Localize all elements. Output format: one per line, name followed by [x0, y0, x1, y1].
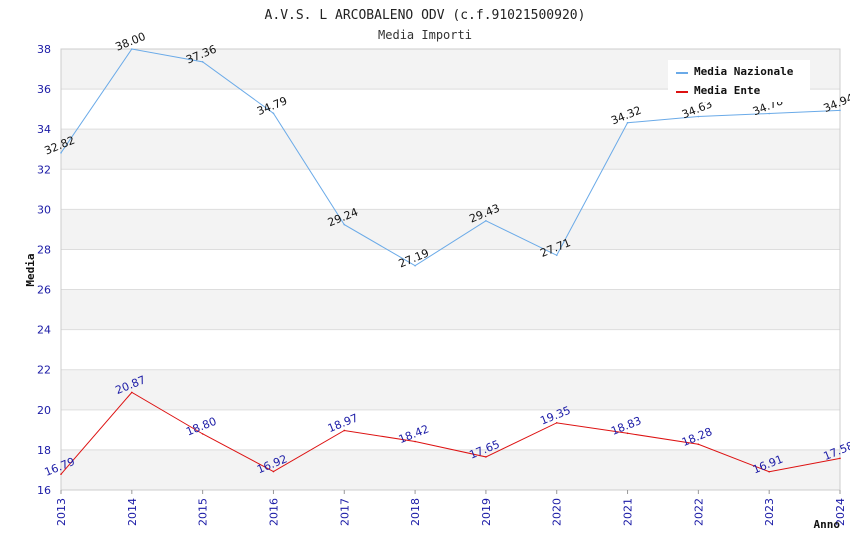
plot-band — [61, 449, 840, 490]
y-tick-label: 24 — [37, 324, 51, 337]
plot-frame — [60, 48, 841, 491]
data-point — [697, 443, 700, 446]
data-point — [60, 152, 62, 154]
chart-title: A.V.S. L ARCOBALENO ODV (c.f.91021500920… — [265, 8, 586, 23]
plot-band — [61, 129, 840, 170]
legend-label-media-ente: Media Ente — [694, 84, 761, 97]
data-point — [768, 470, 770, 473]
y-tick-label: 20 — [37, 404, 51, 417]
x-tick-label: 2013 — [55, 498, 68, 526]
data-point — [697, 115, 700, 118]
x-tick-label: 2016 — [267, 498, 280, 526]
y-tick-label: 18 — [37, 444, 51, 457]
data-point — [768, 112, 770, 115]
data-point — [201, 433, 204, 435]
data-point — [626, 121, 629, 124]
x-tick-label: 2024 — [834, 498, 847, 526]
y-tick-label: 26 — [37, 284, 51, 297]
data-point — [626, 432, 629, 435]
y-tick-label: 30 — [37, 203, 51, 216]
y-tick-label: 36 — [37, 83, 51, 96]
data-point — [272, 112, 275, 115]
data-point — [485, 456, 487, 458]
data-point — [201, 61, 204, 63]
data-point — [485, 219, 487, 222]
x-axis-ticks: 2013 2014 2015 2016 2017 2018 2019 2020 2021 2022… — [55, 490, 847, 526]
plot-band — [61, 409, 840, 450]
y-axis-ticks: 16 18 20 22 24 26 28 30 32 34 36 38 — [37, 43, 51, 497]
series-line-media-nazionale — [60, 48, 841, 267]
plot-band — [61, 169, 840, 210]
x-tick-label: 2020 — [551, 498, 564, 526]
data-point — [272, 470, 275, 473]
x-tick-label: 2022 — [692, 498, 705, 526]
data-point — [839, 457, 841, 460]
x-axis-label: Anno — [814, 518, 841, 531]
y-axis-label: Media — [24, 253, 37, 286]
plot-background — [61, 49, 840, 490]
legend-box — [668, 60, 810, 102]
data-point — [555, 254, 558, 257]
data-point — [555, 422, 558, 424]
data-point — [839, 109, 841, 112]
data-point — [414, 264, 416, 267]
y-tick-label: 38 — [37, 43, 51, 56]
plot-band — [61, 329, 840, 370]
legend: Media Nazionale Media Ente — [668, 60, 810, 102]
x-tick-label: 2018 — [409, 498, 422, 526]
plot-band — [61, 249, 840, 290]
y-tick-label: 32 — [37, 163, 51, 176]
data-point — [414, 440, 416, 443]
x-tick-label: 2019 — [480, 498, 493, 526]
data-point — [131, 48, 133, 50]
x-tick-label: 2014 — [126, 498, 139, 526]
data-point — [131, 391, 133, 394]
series-lines — [60, 48, 841, 475]
x-tick-label: 2023 — [763, 498, 776, 526]
series-line-media-ente — [60, 391, 841, 475]
x-tick-label: 2015 — [197, 498, 210, 526]
data-point — [343, 223, 346, 226]
x-tick-label: 2021 — [622, 498, 635, 526]
data-point — [343, 429, 346, 432]
plot-band — [61, 289, 840, 330]
x-tick-label: 2017 — [338, 498, 351, 526]
y-tick-label: 22 — [37, 364, 51, 377]
legend-label-media-nazionale: Media Nazionale — [694, 65, 794, 78]
data-point — [60, 473, 62, 475]
y-tick-label: 16 — [37, 484, 51, 497]
y-tick-label: 28 — [37, 243, 51, 256]
y-tick-label: 34 — [37, 123, 51, 136]
plot-band — [61, 369, 840, 410]
chart-subtitle: Media Importi — [378, 28, 472, 42]
